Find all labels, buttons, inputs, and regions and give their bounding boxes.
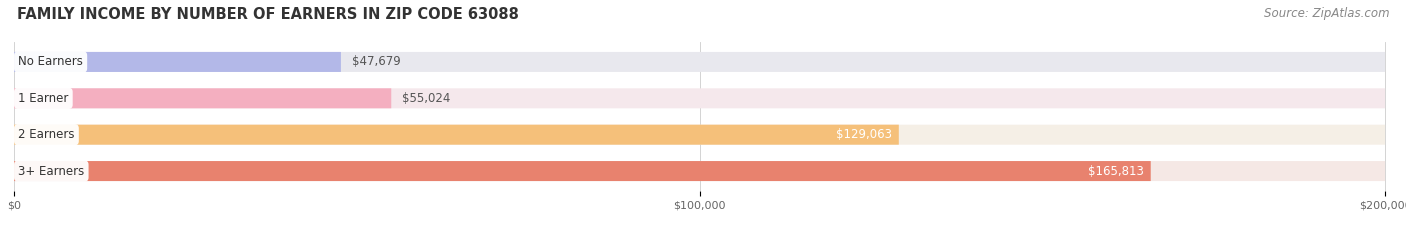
FancyBboxPatch shape	[14, 161, 1385, 181]
Text: $129,063: $129,063	[837, 128, 891, 141]
Text: FAMILY INCOME BY NUMBER OF EARNERS IN ZIP CODE 63088: FAMILY INCOME BY NUMBER OF EARNERS IN ZI…	[17, 7, 519, 22]
FancyBboxPatch shape	[14, 52, 340, 72]
FancyBboxPatch shape	[14, 161, 1150, 181]
FancyBboxPatch shape	[14, 52, 1385, 72]
Text: $55,024: $55,024	[402, 92, 450, 105]
FancyBboxPatch shape	[14, 125, 898, 145]
Text: No Earners: No Earners	[18, 55, 83, 69]
FancyBboxPatch shape	[14, 88, 391, 108]
Text: $47,679: $47,679	[352, 55, 401, 69]
Text: 3+ Earners: 3+ Earners	[18, 164, 84, 178]
Text: Source: ZipAtlas.com: Source: ZipAtlas.com	[1264, 7, 1389, 20]
FancyBboxPatch shape	[14, 125, 1385, 145]
Text: 1 Earner: 1 Earner	[18, 92, 69, 105]
Text: $165,813: $165,813	[1088, 164, 1144, 178]
FancyBboxPatch shape	[14, 88, 1385, 108]
Text: 2 Earners: 2 Earners	[18, 128, 75, 141]
